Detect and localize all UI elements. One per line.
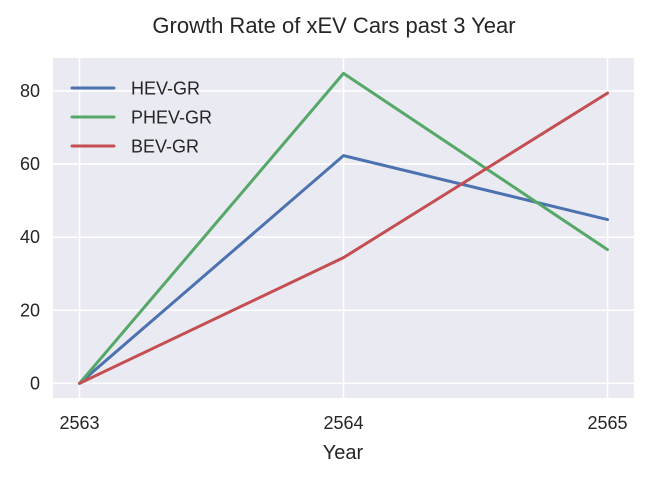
y-tick-label: 0 [30,373,40,393]
legend-label-bev-gr: BEV-GR [131,137,199,157]
y-tick-label: 40 [20,227,40,247]
series-line-bev-gr [78,91,609,385]
series-line-hev-gr [78,154,609,385]
legend-label-hev-gr: HEV-GR [131,79,200,99]
y-tick-label: 60 [20,154,40,174]
series-lines [78,71,609,385]
y-tick-label: 20 [20,300,40,320]
grid-lines [53,58,634,398]
x-tick-label: 2565 [587,413,627,433]
x-tick-label: 2563 [59,413,99,433]
y-tick-label: 80 [20,81,40,101]
legend: HEV-GR PHEV-GR BEV-GR [70,79,212,157]
series-line-phev-gr [78,71,609,385]
chart-title: Growth Rate of xEV Cars past 3 Year [152,13,515,38]
x-axis-label: Year [323,442,364,464]
x-tick-label: 2564 [323,413,363,433]
legend-label-phev-gr: PHEV-GR [131,108,212,128]
tick-labels: 0 20 40 60 80 2563 2564 2565 [20,81,628,433]
